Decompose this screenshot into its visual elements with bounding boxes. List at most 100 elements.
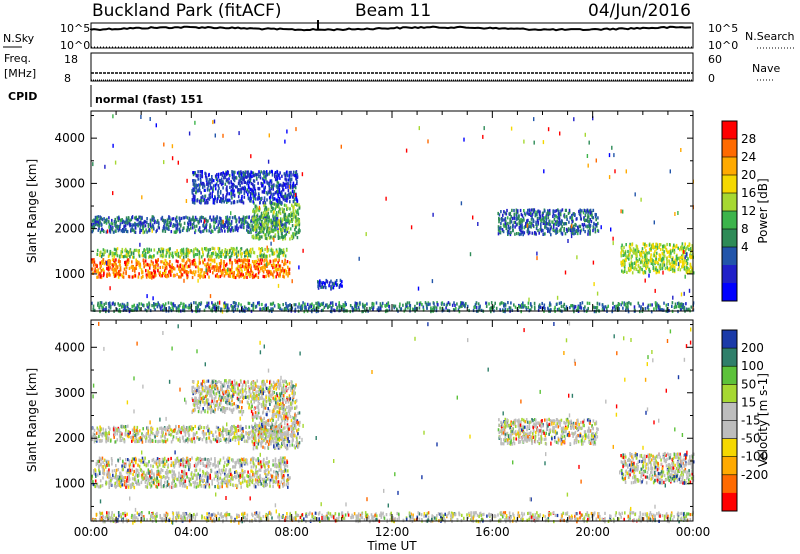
scatter-cell [166, 218, 169, 222]
scatter-cell [220, 261, 223, 265]
scatter-cell [594, 223, 597, 227]
scatter-cell [277, 252, 280, 256]
scatter-cell [278, 255, 280, 259]
scatter-cell [537, 209, 539, 213]
scatter-cell [652, 259, 654, 263]
scatter-cell [642, 250, 645, 255]
scatter-cell [521, 224, 523, 228]
scatter-cell [569, 216, 571, 220]
scatter-cell [317, 286, 320, 290]
scatter-cell [385, 196, 387, 201]
scatter-cell [687, 244, 689, 249]
scatter-cell [179, 255, 181, 259]
scatter-cell [264, 263, 266, 267]
scatter-cell [114, 302, 116, 306]
scatter-cell [255, 259, 257, 263]
scatter-cell [162, 254, 165, 258]
scatter-cell [276, 250, 278, 254]
scatter-cell [245, 306, 247, 310]
scatter-cell [209, 192, 211, 196]
scatter-cell [537, 308, 540, 312]
scatter-cell [358, 308, 360, 312]
scatter-cell [223, 304, 225, 309]
scatter-cell [544, 216, 546, 220]
scatter-cell [361, 310, 363, 314]
scatter-cell [556, 229, 559, 233]
scatter-cell [572, 226, 574, 230]
scatter-cell [253, 251, 256, 255]
scatter-cell [581, 209, 583, 213]
scatter-cell [109, 273, 111, 277]
scatter-cell [284, 194, 287, 198]
scatter-cell [627, 310, 630, 314]
scatter-cell [284, 177, 286, 181]
scatter-cell [523, 226, 526, 230]
scatter-cell [231, 187, 234, 192]
scatter-cell [592, 226, 595, 230]
scatter-cell [93, 224, 95, 228]
scatter-cell [159, 474, 161, 478]
scatter-cell [164, 263, 167, 267]
scatter-cell [253, 214, 255, 218]
scatter-cell [221, 229, 223, 233]
scatter-cell [295, 177, 297, 181]
scatter-cell [193, 194, 195, 199]
scatter-cell [234, 216, 237, 220]
scatter-cell [533, 117, 535, 122]
scatter-cell [152, 223, 154, 227]
scatter-cell [477, 302, 480, 306]
scatter-cell [680, 302, 683, 306]
scatter-cell [345, 302, 347, 307]
scatter-cell [170, 273, 172, 277]
scatter-cell [299, 229, 301, 233]
scatter-cell [182, 247, 185, 252]
scatter-cell [675, 256, 678, 260]
scatter-cell [631, 254, 633, 258]
scatter-cell [522, 301, 524, 305]
scatter-cell [275, 248, 278, 252]
scatter-cell [630, 302, 632, 306]
scatter-cell [242, 177, 245, 181]
scatter-cell [128, 307, 131, 312]
scatter-cell [271, 185, 273, 189]
scatter-cell [225, 215, 227, 220]
scatter-cell [218, 228, 221, 233]
scatter-cell [127, 253, 130, 257]
scatter-cell [204, 263, 206, 267]
scatter-cell [427, 302, 430, 307]
scatter-cell [635, 252, 637, 256]
scatter-cell [270, 264, 273, 268]
scatter-cell [131, 275, 134, 279]
scatter-cell [228, 227, 230, 231]
scatter-cell [249, 228, 252, 232]
scatter-cell [663, 263, 666, 267]
scatter-cell [252, 234, 255, 238]
scatter-cell [561, 232, 564, 236]
scatter-cell [573, 212, 575, 216]
scatter-cell [180, 253, 183, 257]
scatter-cell [274, 266, 276, 270]
scatter-cell [244, 216, 247, 220]
scatter-cell [505, 226, 508, 230]
scatter-cell [194, 230, 196, 235]
scatter-cell [529, 224, 531, 228]
scatter-cell [238, 258, 240, 262]
scatter-cell [293, 212, 296, 216]
scatter-cell [686, 270, 689, 274]
scatter-cell [283, 269, 286, 273]
scatter-cell [267, 233, 270, 237]
scatter-cell [229, 185, 231, 189]
scatter-cell [250, 191, 252, 196]
scatter-cell [677, 267, 679, 272]
scatter-cell [267, 273, 270, 277]
scatter-cell [678, 256, 680, 260]
scatter-cell [294, 219, 297, 223]
scatter-cell [117, 272, 120, 276]
scatter-cell [243, 218, 246, 222]
scatter-cell [193, 248, 195, 252]
scatter-cell [260, 214, 262, 218]
scatter-cell [536, 210, 538, 214]
scatter-cell [335, 281, 337, 285]
scatter-cell [612, 236, 614, 241]
